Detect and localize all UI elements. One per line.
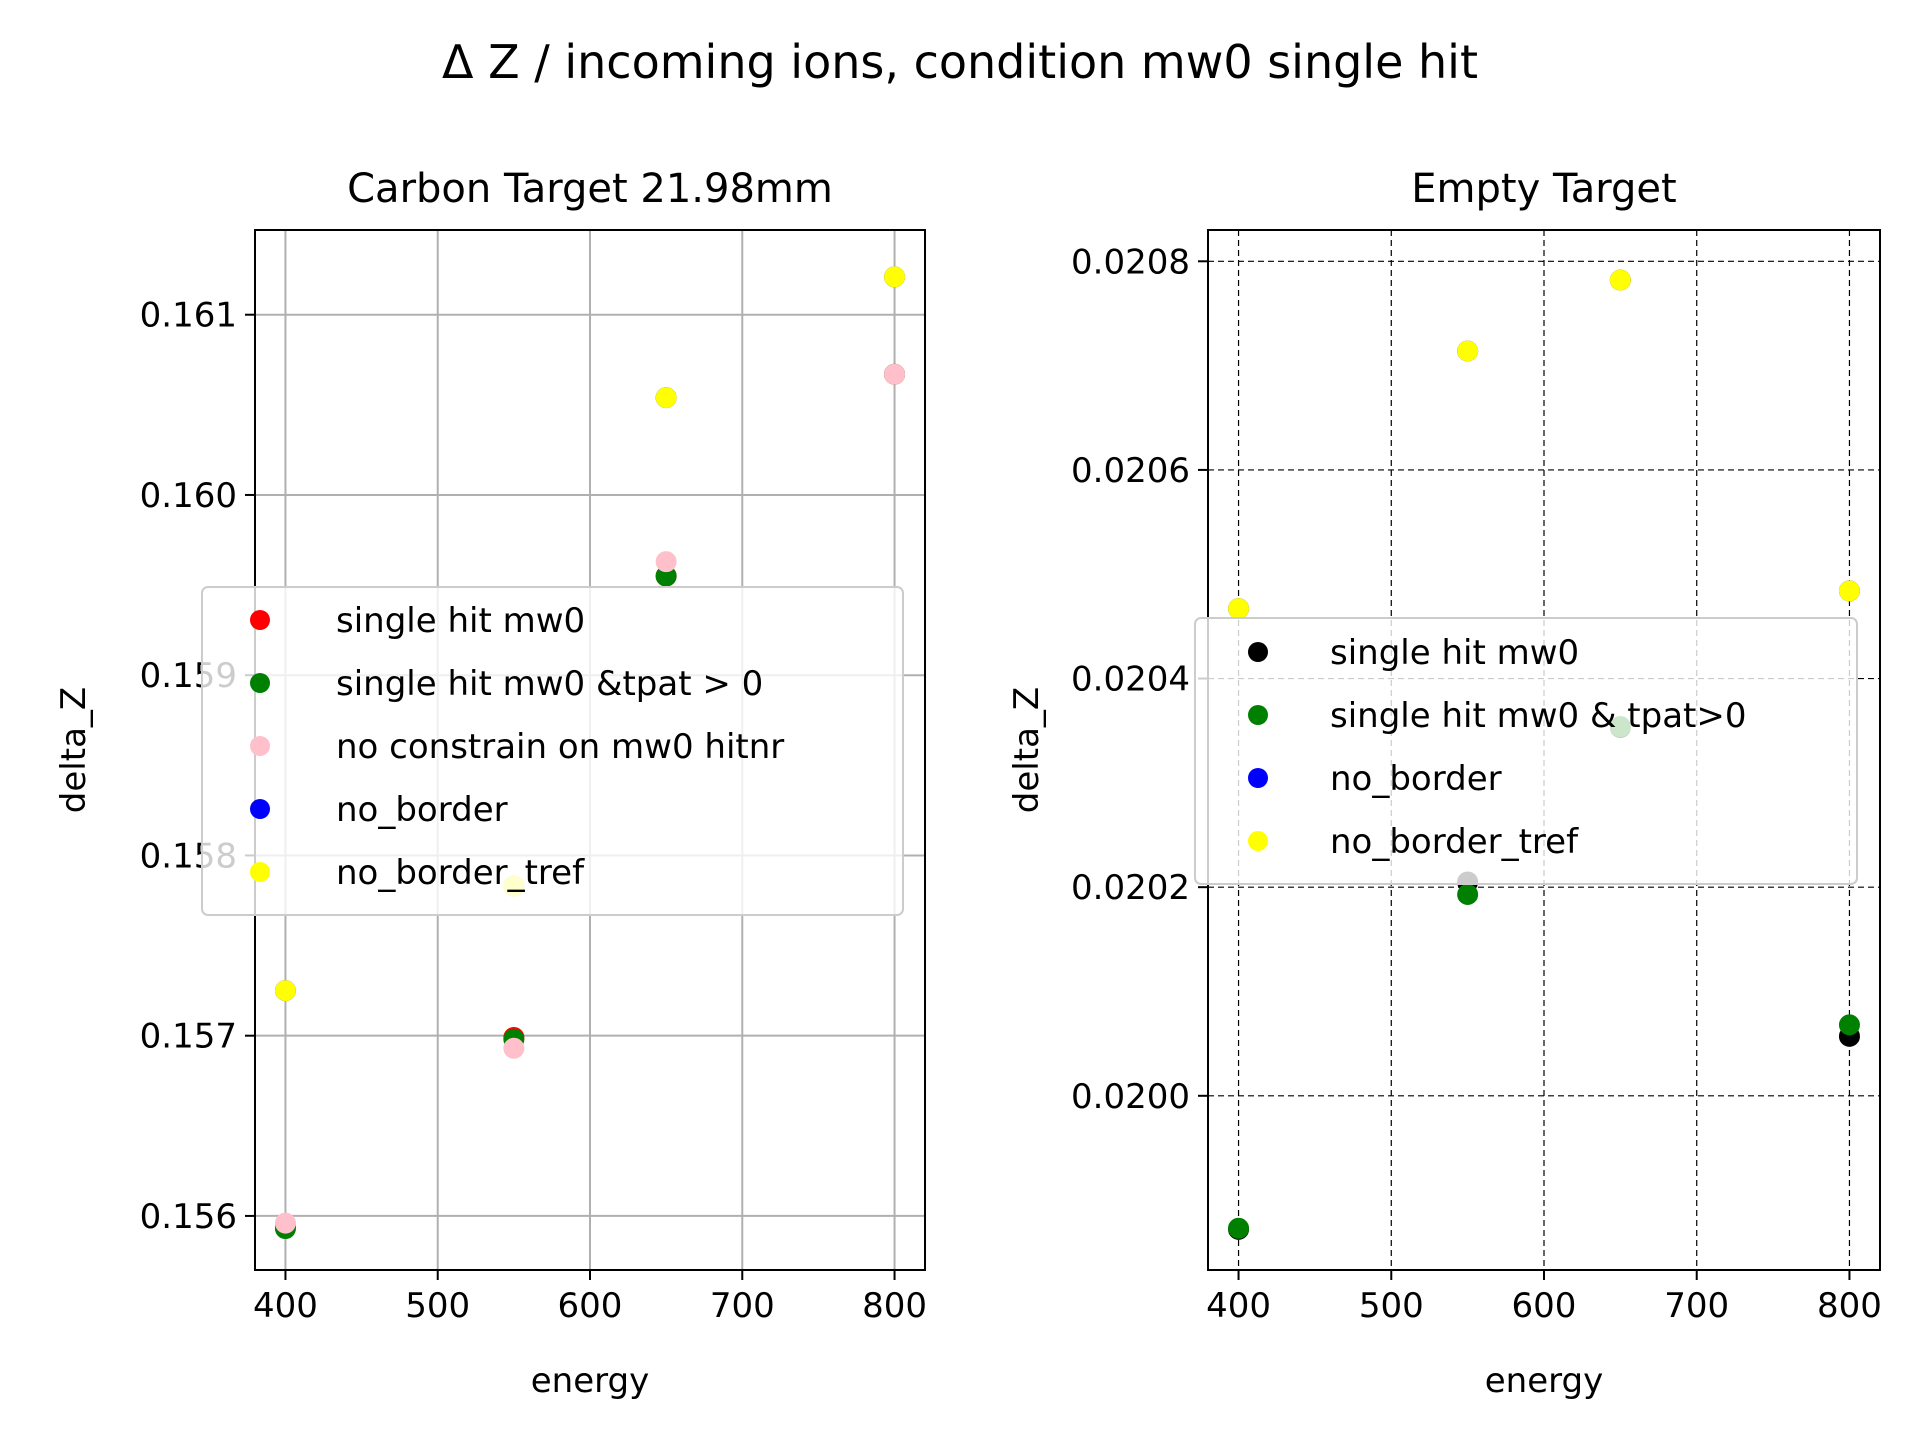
- data-point: [274, 980, 296, 1002]
- data-point: [1457, 340, 1479, 362]
- data-point: [884, 363, 906, 385]
- y-tick-label: 0.156: [140, 1197, 237, 1237]
- legend-item: no_border: [250, 790, 508, 830]
- figure-suptitle: Δ Z / incoming ions, condition mw0 singl…: [442, 35, 1478, 89]
- legend-marker: [250, 673, 270, 693]
- legend-item: single hit mw0: [1248, 633, 1579, 673]
- y-axis-label: delta_Z: [1007, 687, 1047, 813]
- legend-item: no_border_tref: [250, 853, 585, 893]
- chart-empty-target: 400 500 600 700 800 0.0200 0.0202 0.0204 0.0206 0…: [1007, 166, 1882, 1401]
- data-point: [884, 266, 906, 288]
- data-point: [1838, 580, 1860, 602]
- legend-marker: [250, 736, 270, 756]
- x-tick-label: 600: [558, 1286, 623, 1326]
- legend-marker: [1248, 705, 1268, 725]
- legend-marker: [1248, 768, 1268, 788]
- chart-title: Empty Target: [1411, 166, 1676, 212]
- x-tick-label: 800: [1817, 1286, 1882, 1326]
- legend-label: no_border_tref: [336, 853, 585, 893]
- series-2: [274, 363, 906, 1234]
- data-point: [1609, 269, 1631, 291]
- legend-marker: [1248, 642, 1268, 662]
- data-point: [1838, 1014, 1860, 1036]
- legend-marker: [250, 799, 270, 819]
- legend-item: no constrain on mw0 hitnr: [250, 727, 784, 767]
- y-tick-label: 0.160: [140, 476, 237, 516]
- x-tick-label: 800: [862, 1286, 927, 1326]
- x-tick-label: 400: [1206, 1286, 1271, 1326]
- legend-label: no_border_tref: [1330, 822, 1579, 862]
- data-point: [503, 1037, 525, 1059]
- legend-box: [1194, 617, 1858, 885]
- x-tick-label: 700: [1664, 1286, 1729, 1326]
- x-axis-label: energy: [531, 1361, 649, 1401]
- legend-label: no_border: [1330, 759, 1502, 799]
- chart-carbon-target: 400 500 600 700 8000.1560.1570.1580.1590.160…: [54, 166, 927, 1401]
- data-point: [1457, 883, 1479, 905]
- y-tick-label: 0.0200: [1071, 1077, 1190, 1117]
- legend-item: single hit mw0 &tpat > 0: [250, 664, 763, 704]
- x-axis-label: energy: [1485, 1361, 1603, 1401]
- legend-marker: [250, 862, 270, 882]
- series-3: [1228, 269, 1860, 620]
- legend: single hit mw0 single hit mw0 & tpat>0 no_…: [1194, 617, 1858, 885]
- ticks: 400 500 600 700 800 0.0200 0.0202 0.0204 0.0206 0…: [1071, 242, 1882, 1326]
- legend-marker: [1248, 831, 1268, 851]
- legend: single hit mw0 single hit mw0 &tpat > 0 no…: [201, 586, 904, 916]
- x-tick-label: 600: [1512, 1286, 1577, 1326]
- legend-label: single hit mw0 &tpat > 0: [336, 664, 763, 704]
- legend-item: no_border: [1248, 759, 1502, 799]
- legend-label: single hit mw0: [336, 601, 585, 641]
- x-tick-label: 700: [710, 1286, 775, 1326]
- legend-item: single hit mw0 & tpat>0: [1248, 696, 1746, 736]
- data-point: [655, 387, 677, 409]
- legend-label: single hit mw0 & tpat>0: [1330, 696, 1746, 736]
- x-tick-label: 500: [405, 1286, 470, 1326]
- legend-label: no constrain on mw0 hitnr: [336, 727, 784, 767]
- data-point: [274, 1212, 296, 1234]
- legend-label: single hit mw0: [1330, 633, 1579, 673]
- legend-box: [201, 586, 904, 916]
- data-point: [655, 551, 677, 573]
- legend-label: no_border: [336, 790, 508, 830]
- y-tick-label: 0.0206: [1071, 451, 1190, 491]
- legend-marker: [250, 610, 270, 630]
- ticks: 400 500 600 700 8000.1560.1570.1580.1590.160…: [140, 296, 927, 1326]
- legend-item: single hit mw0: [250, 601, 585, 641]
- y-tick-label: 0.161: [140, 296, 237, 336]
- x-tick-label: 400: [253, 1286, 318, 1326]
- y-tick-label: 0.157: [140, 1017, 237, 1057]
- data-point: [1228, 1217, 1250, 1239]
- data-point: [1228, 598, 1250, 620]
- y-axis-label: delta_Z: [54, 687, 94, 813]
- y-tick-label: 0.0202: [1071, 868, 1190, 908]
- x-tick-label: 500: [1359, 1286, 1424, 1326]
- chart-title: Carbon Target 21.98mm: [347, 166, 833, 212]
- y-tick-label: 0.0208: [1071, 242, 1190, 282]
- y-tick-label: 0.0204: [1071, 660, 1190, 700]
- legend-item: no_border_tref: [1248, 822, 1579, 862]
